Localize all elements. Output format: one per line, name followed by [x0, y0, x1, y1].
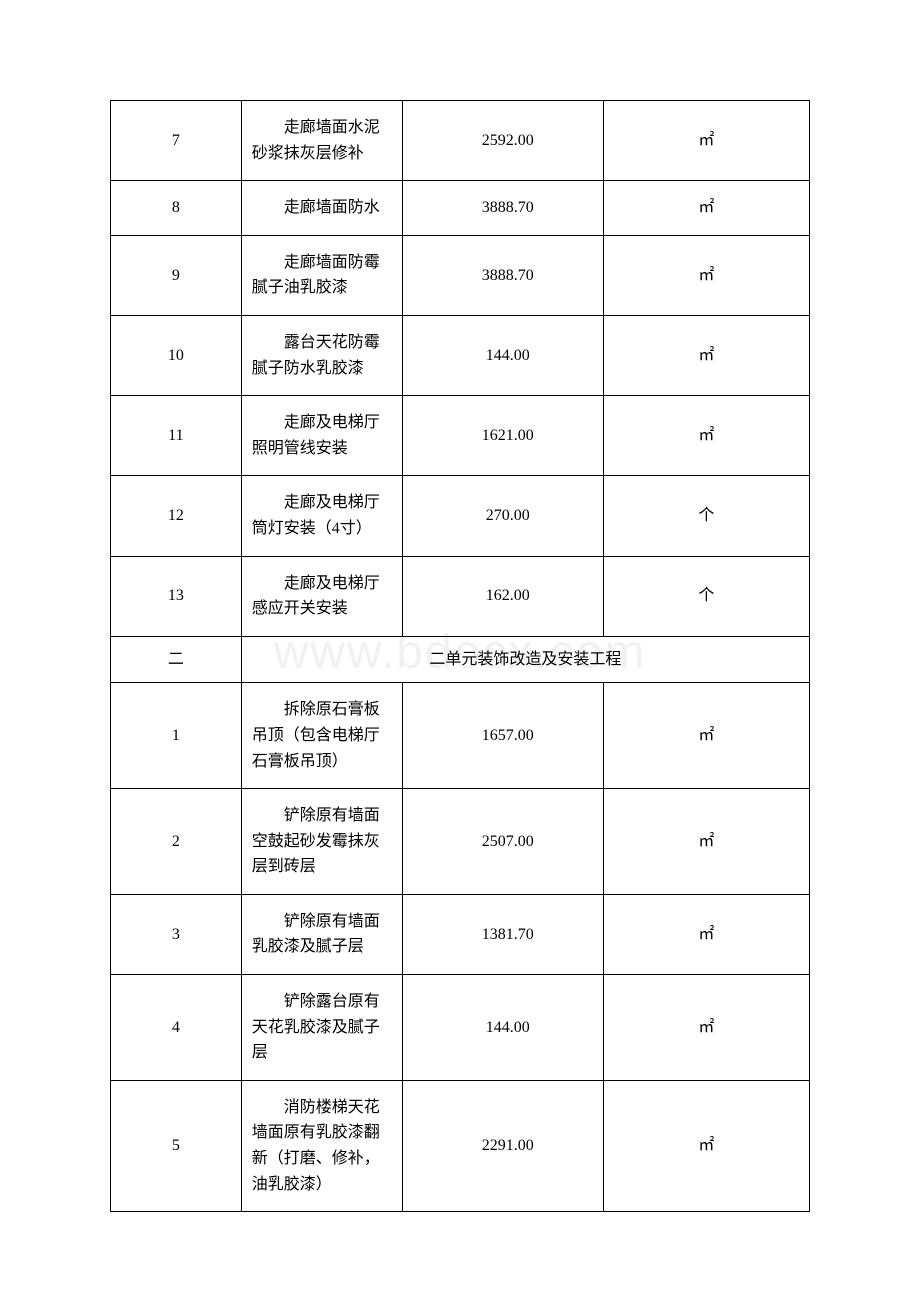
- row-unit: ㎡: [603, 683, 809, 789]
- row-description: 走廊墙面水泥砂浆抹灰层修补: [241, 101, 402, 181]
- section-header-row: 二二单元装饰改造及安装工程: [111, 636, 810, 683]
- row-number: 2: [111, 789, 242, 895]
- table-row: 10露台天花防霉腻子防水乳胶漆144.00㎡: [111, 315, 810, 395]
- row-quantity: 162.00: [402, 556, 603, 636]
- row-description: 走廊墙面防霉腻子油乳胶漆: [241, 235, 402, 315]
- row-quantity: 3888.70: [402, 235, 603, 315]
- row-quantity: 2592.00: [402, 101, 603, 181]
- row-description: 消防楼梯天花墙面原有乳胶漆翻新（打磨、修补，油乳胶漆）: [241, 1080, 402, 1211]
- table-row: 8走廊墙面防水3888.70㎡: [111, 181, 810, 236]
- row-number: 3: [111, 894, 242, 974]
- row-quantity: 2507.00: [402, 789, 603, 895]
- row-unit: 个: [603, 476, 809, 556]
- row-description: 走廊及电梯厅感应开关安装: [241, 556, 402, 636]
- table-row: 4铲除露台原有天花乳胶漆及腻子层144.00㎡: [111, 975, 810, 1081]
- row-quantity: 1657.00: [402, 683, 603, 789]
- section-title: 二单元装饰改造及安装工程: [241, 636, 809, 683]
- row-description: 铲除原有墙面乳胶漆及腻子层: [241, 894, 402, 974]
- row-unit: ㎡: [603, 975, 809, 1081]
- row-number: 7: [111, 101, 242, 181]
- row-quantity: 3888.70: [402, 181, 603, 236]
- table-row: 12走廊及电梯厅筒灯安装（4寸）270.00个: [111, 476, 810, 556]
- table-row: 3铲除原有墙面乳胶漆及腻子层1381.70㎡: [111, 894, 810, 974]
- row-unit: ㎡: [603, 396, 809, 476]
- row-quantity: 1621.00: [402, 396, 603, 476]
- row-number: 4: [111, 975, 242, 1081]
- table-row: 5消防楼梯天花墙面原有乳胶漆翻新（打磨、修补，油乳胶漆）2291.00㎡: [111, 1080, 810, 1211]
- section-number: 二: [111, 636, 242, 683]
- row-number: 1: [111, 683, 242, 789]
- row-description: 拆除原石膏板吊顶（包含电梯厅石膏板吊顶）: [241, 683, 402, 789]
- row-unit: ㎡: [603, 181, 809, 236]
- row-number: 13: [111, 556, 242, 636]
- row-quantity: 270.00: [402, 476, 603, 556]
- table-row: 7走廊墙面水泥砂浆抹灰层修补2592.00㎡: [111, 101, 810, 181]
- row-number: 10: [111, 315, 242, 395]
- row-unit: ㎡: [603, 315, 809, 395]
- row-number: 11: [111, 396, 242, 476]
- construction-items-table: 7走廊墙面水泥砂浆抹灰层修补2592.00㎡8走廊墙面防水3888.70㎡9走廊…: [110, 100, 810, 1212]
- table-row: 13走廊及电梯厅感应开关安装162.00个: [111, 556, 810, 636]
- row-unit: ㎡: [603, 789, 809, 895]
- table-row: 11走廊及电梯厅照明管线安装1621.00㎡: [111, 396, 810, 476]
- row-quantity: 144.00: [402, 975, 603, 1081]
- row-unit: ㎡: [603, 101, 809, 181]
- document-page: www.bdocx.com 7走廊墙面水泥砂浆抹灰层修补2592.00㎡8走廊墙…: [110, 100, 810, 1212]
- row-number: 5: [111, 1080, 242, 1211]
- row-unit: 个: [603, 556, 809, 636]
- table-row: 9走廊墙面防霉腻子油乳胶漆3888.70㎡: [111, 235, 810, 315]
- row-number: 9: [111, 235, 242, 315]
- row-description: 走廊及电梯厅照明管线安装: [241, 396, 402, 476]
- row-quantity: 2291.00: [402, 1080, 603, 1211]
- table-row: 1拆除原石膏板吊顶（包含电梯厅石膏板吊顶）1657.00㎡: [111, 683, 810, 789]
- row-unit: ㎡: [603, 235, 809, 315]
- row-unit: ㎡: [603, 1080, 809, 1211]
- row-unit: ㎡: [603, 894, 809, 974]
- row-description: 走廊墙面防水: [241, 181, 402, 236]
- row-description: 铲除露台原有天花乳胶漆及腻子层: [241, 975, 402, 1081]
- table-row: 2铲除原有墙面空鼓起砂发霉抹灰层到砖层2507.00㎡: [111, 789, 810, 895]
- row-number: 8: [111, 181, 242, 236]
- row-quantity: 144.00: [402, 315, 603, 395]
- row-description: 铲除原有墙面空鼓起砂发霉抹灰层到砖层: [241, 789, 402, 895]
- row-description: 走廊及电梯厅筒灯安装（4寸）: [241, 476, 402, 556]
- row-description: 露台天花防霉腻子防水乳胶漆: [241, 315, 402, 395]
- row-quantity: 1381.70: [402, 894, 603, 974]
- row-number: 12: [111, 476, 242, 556]
